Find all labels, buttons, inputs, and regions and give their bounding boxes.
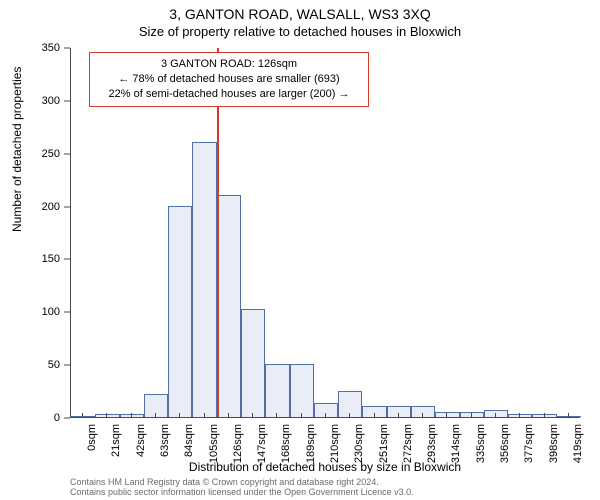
x-tick-mark [374, 413, 375, 418]
x-tick-mark [495, 413, 496, 418]
x-tick-label: 230sqm [353, 424, 365, 463]
y-tick-label: 300 [10, 95, 60, 107]
x-tick-label: 272sqm [402, 424, 414, 463]
x-tick-label: 398sqm [548, 424, 560, 463]
x-tick-mark [519, 413, 520, 418]
histogram-bar [95, 414, 119, 417]
histogram-bar [435, 412, 459, 417]
x-tick-mark [131, 413, 132, 418]
x-tick-mark [106, 413, 107, 418]
x-tick-label: 314sqm [450, 424, 462, 463]
y-axis: 050100150200250300350 [0, 48, 70, 418]
x-tick-mark [471, 413, 472, 418]
histogram-bar [217, 195, 241, 417]
x-tick-label: 63sqm [159, 424, 171, 457]
footnote-line2: Contains public sector information licen… [70, 488, 414, 498]
histogram-bar [290, 364, 314, 417]
x-tick-label: 377sqm [523, 424, 535, 463]
y-tick-label: 150 [10, 253, 60, 265]
x-tick-label: 251sqm [378, 424, 390, 463]
y-tick-label: 350 [10, 42, 60, 54]
histogram-bar [71, 416, 95, 417]
x-tick-label: 168sqm [280, 424, 292, 463]
chart-container: 3, GANTON ROAD, WALSALL, WS3 3XQ Size of… [0, 0, 600, 500]
x-tick-label: 356sqm [499, 424, 511, 463]
x-tick-mark [422, 413, 423, 418]
x-tick-mark [228, 413, 229, 418]
histogram-bar [168, 206, 192, 417]
x-tick-mark [155, 413, 156, 418]
page-title: 3, GANTON ROAD, WALSALL, WS3 3XQ [0, 0, 600, 22]
x-tick-label: 0sqm [86, 424, 98, 451]
x-tick-mark [252, 413, 253, 418]
histogram-bar [241, 309, 265, 417]
histogram-bar [532, 414, 556, 417]
histogram-bar [120, 414, 144, 417]
x-tick-mark [446, 413, 447, 418]
x-tick-label: 210sqm [329, 424, 341, 463]
x-axis-label: Distribution of detached houses by size … [70, 460, 580, 474]
y-tick-label: 100 [10, 306, 60, 318]
x-tick-label: 419sqm [572, 424, 584, 463]
annotation-line: 22% of semi-detached houses are larger (… [96, 87, 362, 102]
histogram-bar [411, 406, 435, 417]
x-tick-label: 189sqm [305, 424, 317, 463]
histogram-bar [508, 414, 532, 417]
plot-area: 3 GANTON ROAD: 126sqm← 78% of detached h… [70, 48, 580, 418]
x-tick-mark [568, 413, 569, 418]
x-tick-label: 335sqm [475, 424, 487, 463]
x-tick-mark [82, 413, 83, 418]
x-tick-mark [204, 413, 205, 418]
y-tick-label: 200 [10, 201, 60, 213]
footnote: Contains HM Land Registry data © Crown c… [70, 478, 414, 498]
x-tick-mark [398, 413, 399, 418]
annotation-line: ← 78% of detached houses are smaller (69… [96, 72, 362, 87]
x-tick-label: 126sqm [232, 424, 244, 463]
histogram-bar [338, 391, 362, 417]
x-tick-mark [276, 413, 277, 418]
x-tick-label: 105sqm [208, 424, 220, 463]
chart-subtitle: Size of property relative to detached ho… [0, 22, 600, 39]
histogram-bar [362, 406, 386, 417]
annotation-line: 3 GANTON ROAD: 126sqm [96, 57, 362, 72]
x-tick-mark [325, 413, 326, 418]
x-tick-mark [349, 413, 350, 418]
x-tick-label: 147sqm [256, 424, 268, 463]
annotation-box: 3 GANTON ROAD: 126sqm← 78% of detached h… [89, 52, 369, 107]
y-tick-label: 250 [10, 148, 60, 160]
x-tick-label: 42sqm [135, 424, 147, 457]
y-tick-label: 50 [10, 359, 60, 371]
x-tick-mark [179, 413, 180, 418]
histogram-bar [557, 416, 581, 417]
histogram-bar [460, 412, 484, 417]
x-tick-label: 84sqm [183, 424, 195, 457]
x-tick-mark [544, 413, 545, 418]
x-tick-label: 21sqm [110, 424, 122, 457]
histogram-bar [192, 142, 216, 417]
histogram-bar [387, 406, 411, 417]
histogram-bar [265, 364, 289, 417]
x-tick-mark [301, 413, 302, 418]
x-tick-label: 293sqm [426, 424, 438, 463]
y-tick-label: 0 [10, 412, 60, 424]
